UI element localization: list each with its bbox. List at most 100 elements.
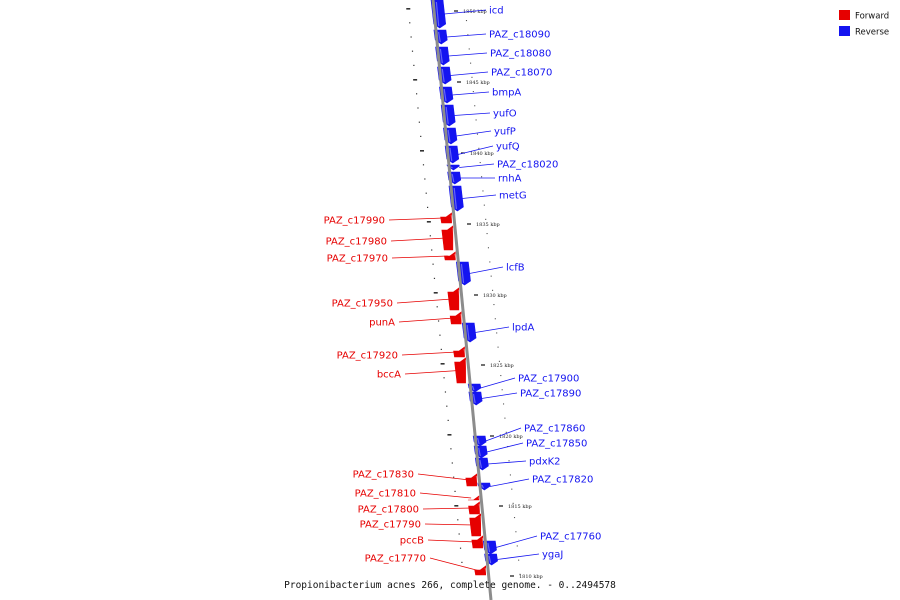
genome-backbone <box>431 0 493 600</box>
gene-label-PAZ_c17860[interactable]: PAZ_c17860 <box>524 424 585 435</box>
scale-label: 1825 kbp <box>490 363 514 369</box>
gene-label-PAZ_c17980[interactable]: PAZ_c17980 <box>326 237 387 248</box>
position-dot <box>444 391 447 393</box>
gene-connector <box>485 427 522 442</box>
gene-label-PAZ_c17990[interactable]: PAZ_c17990 <box>324 216 385 227</box>
gene-label-ygaJ[interactable]: ygaJ <box>542 550 563 561</box>
gene-block-PAZ_c17770[interactable] <box>474 565 487 576</box>
position-dot <box>461 561 463 563</box>
gene-label-PAZ_c18090[interactable]: PAZ_c18090 <box>489 30 550 41</box>
gene-block-shine <box>447 129 451 143</box>
position-dot <box>447 434 452 436</box>
position-dot <box>451 462 453 464</box>
gene-connector <box>459 163 495 168</box>
gene-label-PAZ_c18020[interactable]: PAZ_c18020 <box>497 160 558 171</box>
gene-block-shine <box>472 393 476 404</box>
gene-connector <box>388 217 445 221</box>
gene-block-shine <box>480 515 484 535</box>
position-dot <box>433 277 436 279</box>
gene-label-lpdA[interactable]: lpdA <box>512 323 534 334</box>
gene-block-shine <box>488 555 492 564</box>
gene-connector <box>390 237 447 242</box>
position-dot <box>431 249 433 251</box>
gene-label-PAZ_c17800[interactable]: PAZ_c17800 <box>358 505 419 516</box>
gene-label-PAZ_c17850[interactable]: PAZ_c17850 <box>526 439 587 450</box>
gene-label-icd[interactable]: icd <box>489 6 504 17</box>
position-dot <box>505 431 507 433</box>
gene-connector <box>401 351 458 356</box>
gene-label-bmpA[interactable]: bmpA <box>492 88 521 99</box>
gene-block-PAZ_c17950[interactable] <box>447 287 460 311</box>
position-dot <box>433 292 438 294</box>
legend-swatch-forward <box>839 10 850 20</box>
position-dot <box>508 460 510 462</box>
position-dot <box>472 91 474 93</box>
gene-label-yufO[interactable]: yufO <box>493 109 517 120</box>
gene-label-PAZ_c17810[interactable]: PAZ_c17810 <box>355 489 416 500</box>
position-dot <box>458 533 460 535</box>
gene-label-PAZ_c17900[interactable]: PAZ_c17900 <box>518 374 579 385</box>
gene-block-shine <box>477 437 480 445</box>
gene-label-punA[interactable]: punA <box>369 318 395 329</box>
scale-labels: 1850 kbp 1845 kbp 1840 kbp 1835 kbp 1830 kbp… <box>463 9 543 580</box>
gene-connector <box>480 377 516 389</box>
gene-block-pccB[interactable] <box>471 535 484 549</box>
gene-label-PAZ_c17760[interactable]: PAZ_c17760 <box>540 532 601 543</box>
gene-label-yufP[interactable]: yufP <box>494 127 516 138</box>
gene-label-PAZ_c17950[interactable]: PAZ_c17950 <box>332 299 393 310</box>
position-dot <box>420 150 424 152</box>
gene-label-rnhA[interactable]: rnhA <box>498 174 522 185</box>
position-dot <box>447 419 449 421</box>
gene-block-shine <box>475 475 479 485</box>
position-dot <box>504 417 506 419</box>
gene-label-PAZ_c17820[interactable]: PAZ_c17820 <box>532 475 593 486</box>
gene-label-PAZ_c17770[interactable]: PAZ_c17770 <box>365 554 426 565</box>
position-dot <box>516 545 518 547</box>
gene-label-PAZ_c17920[interactable]: PAZ_c17920 <box>337 351 398 362</box>
gene-block-PAZ_c17790[interactable] <box>469 513 481 537</box>
gene-block-PAZ_c17980[interactable] <box>441 225 454 251</box>
gene-label-PAZ_c17890[interactable]: PAZ_c17890 <box>520 389 581 400</box>
position-dot <box>432 263 434 265</box>
position-dot <box>474 105 476 107</box>
position-dot <box>513 517 516 519</box>
gene-label-pccB[interactable]: pccB <box>400 536 424 547</box>
gene-connector <box>462 194 497 199</box>
gene-block-shine <box>478 447 481 457</box>
gene-connector <box>489 478 530 487</box>
position-dot <box>498 360 500 362</box>
position-dot <box>457 519 459 521</box>
gene-label-lcfB[interactable]: lcfB <box>506 263 525 274</box>
position-dot <box>416 93 418 95</box>
position-dot <box>413 79 418 81</box>
gene-block-shine <box>450 214 454 222</box>
gene-block-bccA[interactable] <box>454 357 466 384</box>
gene-connector <box>444 9 487 15</box>
position-dot <box>475 119 477 121</box>
gene-label-PAZ_c18080[interactable]: PAZ_c18080 <box>490 49 551 60</box>
legend: Forward Reverse <box>839 10 889 38</box>
gene-block-PAZ_c17990[interactable] <box>440 212 452 224</box>
gene-label-PAZ_c17790[interactable]: PAZ_c17790 <box>360 520 421 531</box>
gene-label-metG[interactable]: metG <box>499 191 527 202</box>
gene-label-PAZ_c17830[interactable]: PAZ_c17830 <box>353 470 414 481</box>
position-dot <box>485 218 487 220</box>
gene-block-PAZ_c17810[interactable] <box>467 495 480 501</box>
gene-label-PAZ_c18070[interactable]: PAZ_c18070 <box>491 68 552 79</box>
gene-block-punA[interactable] <box>449 311 462 325</box>
gene-connector <box>481 392 518 399</box>
gene-block-PAZ_c17920[interactable] <box>453 346 465 358</box>
position-dot <box>440 363 445 365</box>
gene-label-pdxK2[interactable]: pdxK2 <box>529 457 561 468</box>
position-dot <box>443 377 445 379</box>
gene-block-PAZ_c17830[interactable] <box>465 473 478 487</box>
gene-block-PAZ_c17800[interactable] <box>468 501 480 515</box>
gene-label-bccA[interactable]: bccA <box>377 370 401 381</box>
position-dot <box>487 247 489 249</box>
gene-connector <box>404 370 459 375</box>
position-dot <box>426 221 431 223</box>
gene-label-yufQ[interactable]: yufQ <box>496 142 520 153</box>
gene-label-PAZ_c17970[interactable]: PAZ_c17970 <box>327 254 388 265</box>
position-dot <box>417 107 419 109</box>
